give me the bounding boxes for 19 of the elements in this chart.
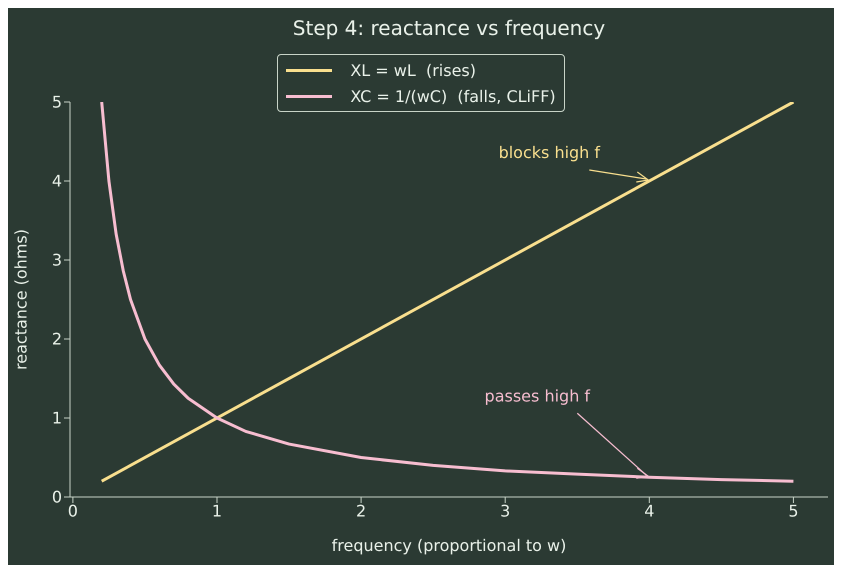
x-tick-label: 2 bbox=[356, 501, 366, 520]
x-tick-label: 0 bbox=[68, 501, 78, 520]
x-tick-label: 5 bbox=[788, 501, 799, 520]
y-tick-label: 3 bbox=[52, 250, 62, 270]
chart-title: Step 4: reactance vs frequency bbox=[292, 16, 606, 40]
x-tick-label: 1 bbox=[212, 501, 222, 520]
annotation: blocks high f bbox=[498, 143, 600, 162]
y-tick-label: 0 bbox=[52, 488, 62, 507]
x-tick-label: 4 bbox=[644, 501, 654, 520]
x-axis-title: frequency (proportional to w) bbox=[332, 536, 566, 555]
y-tick-label: 5 bbox=[52, 92, 62, 112]
y-axis-title: reactance (ohms) bbox=[12, 229, 31, 370]
annotation: passes high f bbox=[484, 386, 590, 406]
y-tick-label: 2 bbox=[52, 330, 62, 349]
x-tick-label: 3 bbox=[500, 501, 510, 520]
y-tick-label: 4 bbox=[52, 172, 62, 191]
legend-label: XL = wL (rises) bbox=[350, 60, 476, 80]
y-tick-label: 1 bbox=[52, 408, 62, 428]
legend-label: XC = 1/(wC) (falls, CLiFF) bbox=[350, 86, 556, 106]
